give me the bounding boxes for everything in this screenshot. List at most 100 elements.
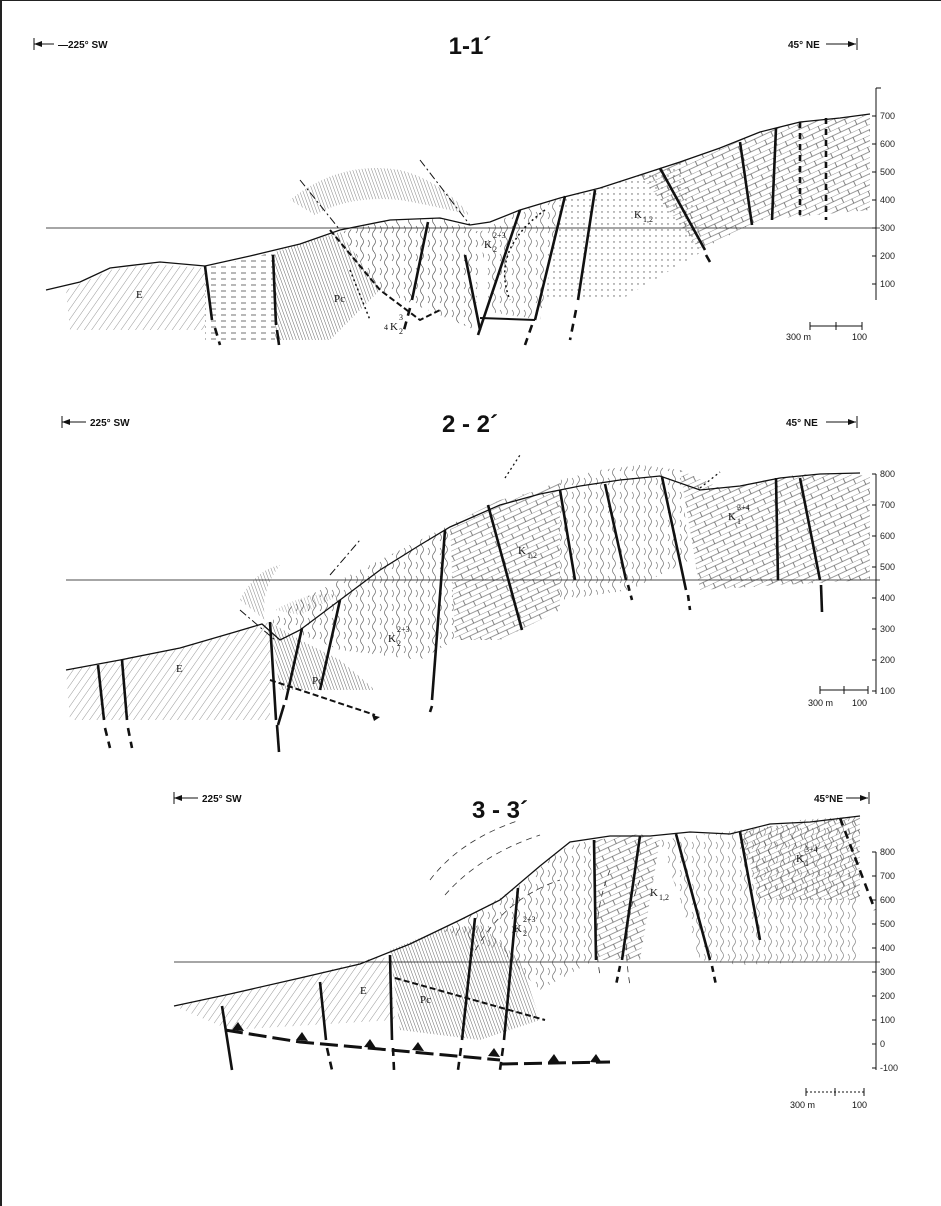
direction-right: 45°NE: [814, 792, 870, 805]
geology-body: [173, 815, 877, 1071]
direction-right-label: 45° NE: [786, 418, 818, 429]
elevation-tick-label: 700: [880, 111, 895, 121]
elevation-tick-label: 500: [880, 167, 895, 177]
elevation-tick-label: 100: [880, 279, 895, 289]
svg-text:K: K: [514, 923, 522, 935]
elevation-tick-label: 400: [880, 943, 895, 953]
elevation-axis: 800 700 600 500 400 300 200 100 0 -100: [872, 847, 898, 1073]
unit-k13-label: K 3+4 1: [728, 503, 750, 526]
direction-right: 45° NE: [788, 38, 858, 51]
unit-e-label: E: [136, 289, 143, 301]
section-1: 1-1´ —225° SW 45° NE 700 600 500 400 300 200 1…: [33, 33, 895, 346]
section-3: 3 - 3´ 225° SW 45°NE 800 700 600 500 400 300 2…: [173, 792, 898, 1110]
scale-right-label: 100: [852, 1100, 867, 1110]
elevation-tick-label: 800: [880, 847, 895, 857]
svg-text:1,2: 1,2: [643, 215, 653, 224]
scale-left-label: 300 m: [808, 698, 833, 708]
unit-pc-label: Pc: [334, 293, 345, 305]
elevation-tick-label: 800: [880, 469, 895, 479]
unit-e-label: E: [360, 985, 367, 997]
elevation-tick-label: 200: [880, 991, 895, 1001]
scale-bar: 300 m 100: [790, 1088, 867, 1110]
unit-k12-label: K 1,2: [650, 887, 669, 902]
svg-text:K: K: [650, 887, 658, 899]
elevation-tick-label: 300: [880, 223, 895, 233]
svg-text:3+4: 3+4: [805, 845, 818, 854]
elevation-tick-label: 400: [880, 195, 895, 205]
direction-right-label: 45° NE: [788, 40, 820, 51]
elevation-tick-label: 0: [880, 1039, 885, 1049]
elevation-tick-label: 200: [880, 251, 895, 261]
elevation-axis: 700 600 500 400 300 200 100: [872, 87, 895, 300]
direction-left-label: 225° SW: [90, 418, 130, 429]
scale-left-label: 300 m: [786, 332, 811, 342]
svg-text:4: 4: [384, 323, 388, 332]
elevation-tick-label: 700: [880, 871, 895, 881]
direction-right-label: 45°NE: [814, 794, 843, 805]
scale-right-label: 100: [852, 698, 867, 708]
svg-text:K: K: [518, 545, 526, 557]
svg-text:K: K: [796, 853, 804, 865]
unit-k2-label: K 2+3 2: [514, 915, 536, 938]
elevation-tick-label: 600: [880, 139, 895, 149]
svg-text:3: 3: [399, 313, 403, 322]
direction-left: 225° SW: [61, 416, 130, 429]
unit-pc-label: Pc: [420, 994, 431, 1006]
svg-text:1: 1: [805, 859, 809, 868]
svg-text:K: K: [634, 209, 642, 221]
scale-left-label: 300 m: [790, 1100, 815, 1110]
elevation-tick-label: 100: [880, 686, 895, 696]
elevation-tick-label: 600: [880, 895, 895, 905]
scale-right-label: 100: [852, 332, 867, 342]
direction-left: —225° SW: [33, 38, 108, 51]
unit-k12-label: K 1,2: [634, 209, 653, 224]
elevation-tick-label: 300: [880, 624, 895, 634]
unit-k2-label: K 2+3 2: [388, 625, 410, 648]
scale-bar: 300 m 100: [808, 686, 869, 708]
svg-text:K: K: [484, 239, 492, 251]
elevation-tick-label: 500: [880, 919, 895, 929]
elevation-tick-label: -100: [880, 1063, 898, 1073]
svg-text:2: 2: [397, 639, 401, 648]
elevation-tick-label: 400: [880, 593, 895, 603]
section-title: 1-1´: [449, 33, 492, 60]
elevation-tick-label: 200: [880, 655, 895, 665]
unit-k2-label: K 2+3 2: [484, 231, 506, 254]
unit-e-label: E: [176, 663, 183, 675]
geology-body: [65, 454, 870, 753]
svg-text:1,2: 1,2: [659, 893, 669, 902]
svg-text:2+3: 2+3: [523, 915, 536, 924]
unit-k23-label: 4 K 3 2: [384, 313, 403, 336]
elevation-axis: 800 700 600 500 400 300 200 100: [872, 469, 895, 696]
svg-text:2+3: 2+3: [397, 625, 410, 634]
svg-text:K: K: [388, 633, 396, 645]
unit-k13-label: K 3+4 1: [796, 845, 818, 868]
direction-left-label: 225° SW: [202, 794, 242, 805]
elevation-tick-label: 600: [880, 531, 895, 541]
section-title: 3 - 3´: [472, 797, 528, 824]
svg-text:3+4: 3+4: [737, 503, 750, 512]
geology-body: [45, 113, 871, 346]
section-2: 2 - 2´ 225° SW 45° NE 800 700 600 500 400 300…: [61, 411, 895, 753]
svg-text:K: K: [390, 321, 398, 333]
elevation-tick-label: 300: [880, 967, 895, 977]
elevation-tick-label: 500: [880, 562, 895, 572]
elevation-tick-label: 100: [880, 1015, 895, 1025]
section-title: 2 - 2´: [442, 411, 498, 438]
svg-text:2: 2: [493, 245, 497, 254]
svg-text:1,2: 1,2: [527, 551, 537, 560]
svg-text:2: 2: [523, 929, 527, 938]
svg-text:1: 1: [737, 517, 741, 526]
unit-pc-label: Pc: [312, 675, 323, 687]
svg-text:K: K: [728, 511, 736, 523]
direction-right: 45° NE: [786, 416, 858, 429]
svg-text:2: 2: [399, 327, 403, 336]
unit-k12-label: K 1,2: [518, 545, 537, 560]
svg-text:2+3: 2+3: [493, 231, 506, 240]
direction-left-label: —225° SW: [58, 40, 108, 51]
scale-bar: 300 m 100: [786, 322, 867, 342]
elevation-tick-label: 700: [880, 500, 895, 510]
direction-left: 225° SW: [173, 792, 242, 805]
